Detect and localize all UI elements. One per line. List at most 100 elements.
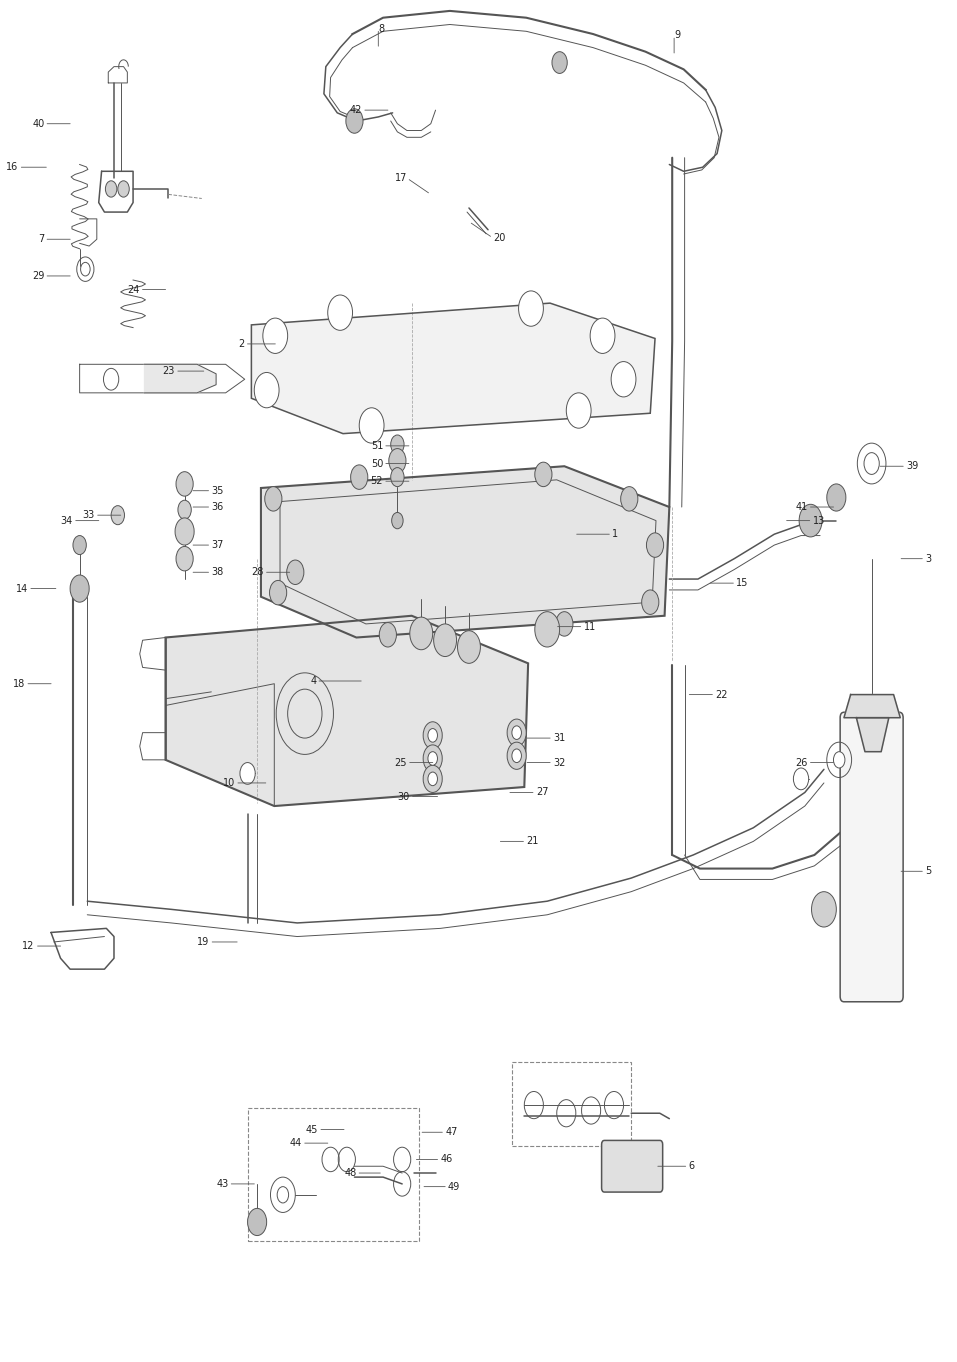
Circle shape — [327, 296, 352, 331]
Polygon shape — [844, 695, 901, 718]
Text: 24: 24 — [127, 285, 140, 294]
Circle shape — [111, 505, 124, 524]
Circle shape — [350, 464, 367, 489]
Circle shape — [410, 617, 433, 650]
Bar — [248, 1107, 419, 1241]
Circle shape — [80, 263, 90, 276]
Circle shape — [512, 749, 522, 763]
Text: 48: 48 — [345, 1169, 356, 1178]
Circle shape — [118, 181, 129, 197]
Text: 33: 33 — [82, 511, 95, 520]
Circle shape — [834, 752, 845, 768]
Bar — [512, 1061, 632, 1145]
Text: 50: 50 — [370, 459, 383, 469]
Polygon shape — [145, 364, 216, 392]
Polygon shape — [857, 718, 889, 752]
Text: 25: 25 — [394, 757, 407, 768]
Text: 35: 35 — [211, 486, 224, 496]
Circle shape — [389, 448, 406, 473]
Text: 16: 16 — [7, 162, 18, 172]
Text: 26: 26 — [795, 757, 808, 768]
Circle shape — [507, 719, 526, 746]
Circle shape — [255, 372, 279, 407]
Circle shape — [567, 392, 591, 428]
Text: 13: 13 — [812, 516, 825, 526]
Text: 39: 39 — [906, 462, 919, 471]
Circle shape — [812, 892, 836, 928]
Text: 11: 11 — [584, 621, 595, 632]
Text: 8: 8 — [378, 23, 385, 34]
Polygon shape — [261, 466, 669, 637]
Text: 20: 20 — [493, 233, 505, 242]
Text: 27: 27 — [536, 787, 548, 798]
Circle shape — [507, 742, 526, 770]
Text: 3: 3 — [925, 554, 931, 564]
Circle shape — [827, 484, 846, 511]
Circle shape — [423, 765, 442, 793]
Circle shape — [428, 772, 437, 786]
Text: 7: 7 — [38, 234, 44, 244]
Text: 37: 37 — [211, 541, 224, 550]
Circle shape — [642, 590, 658, 614]
Circle shape — [519, 291, 544, 327]
Polygon shape — [166, 616, 528, 806]
Text: 49: 49 — [448, 1182, 460, 1192]
Text: 18: 18 — [13, 678, 25, 689]
Text: 1: 1 — [612, 530, 618, 539]
Circle shape — [105, 181, 117, 197]
FancyBboxPatch shape — [602, 1140, 662, 1192]
Circle shape — [70, 575, 89, 602]
Text: 2: 2 — [238, 339, 245, 349]
Text: 45: 45 — [306, 1125, 318, 1135]
Text: 9: 9 — [674, 30, 680, 41]
Text: 38: 38 — [211, 567, 224, 577]
Circle shape — [345, 109, 363, 133]
Circle shape — [103, 368, 119, 390]
Text: 42: 42 — [349, 105, 362, 116]
Circle shape — [390, 434, 404, 454]
Circle shape — [176, 471, 193, 496]
Text: 30: 30 — [397, 791, 410, 801]
Circle shape — [270, 580, 287, 605]
Circle shape — [390, 467, 404, 486]
Circle shape — [73, 535, 86, 554]
Circle shape — [428, 752, 437, 765]
Text: 14: 14 — [16, 583, 28, 594]
Text: 6: 6 — [688, 1162, 695, 1171]
Text: 34: 34 — [60, 516, 73, 526]
Circle shape — [278, 1186, 289, 1203]
Circle shape — [552, 52, 568, 74]
Text: 46: 46 — [440, 1155, 453, 1165]
Circle shape — [287, 560, 304, 584]
FancyBboxPatch shape — [840, 712, 903, 1002]
Circle shape — [793, 768, 809, 790]
Circle shape — [457, 631, 480, 663]
Circle shape — [512, 726, 522, 740]
Text: 40: 40 — [33, 118, 44, 129]
Circle shape — [590, 319, 615, 353]
Circle shape — [176, 546, 193, 571]
Circle shape — [248, 1208, 267, 1235]
Circle shape — [535, 612, 560, 647]
Circle shape — [646, 533, 663, 557]
Circle shape — [265, 486, 282, 511]
Circle shape — [612, 361, 636, 396]
Text: 10: 10 — [223, 778, 235, 789]
Text: 44: 44 — [290, 1139, 302, 1148]
Circle shape — [799, 504, 822, 537]
Circle shape — [423, 722, 442, 749]
Text: 36: 36 — [211, 503, 224, 512]
Text: 19: 19 — [197, 937, 210, 947]
Text: 51: 51 — [370, 441, 383, 451]
Text: 52: 52 — [370, 477, 383, 486]
Circle shape — [359, 407, 384, 443]
Text: 29: 29 — [32, 271, 44, 281]
Circle shape — [178, 500, 191, 519]
Circle shape — [379, 622, 396, 647]
Text: 12: 12 — [22, 941, 34, 951]
Circle shape — [175, 518, 194, 545]
Text: 5: 5 — [925, 866, 931, 876]
Text: 47: 47 — [445, 1128, 457, 1137]
Circle shape — [240, 763, 256, 785]
Circle shape — [428, 729, 437, 742]
